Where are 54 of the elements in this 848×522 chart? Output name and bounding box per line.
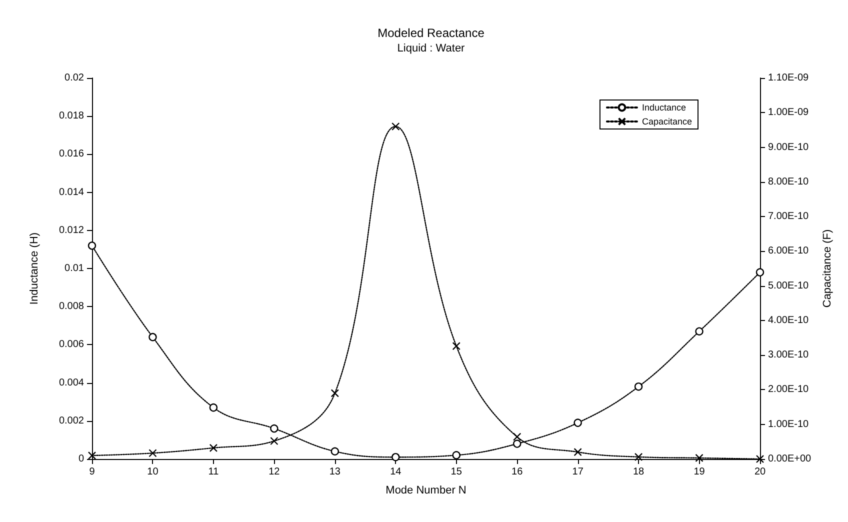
y-tick-label: 0.02	[64, 72, 84, 84]
chart-title: Modeled Reactance	[378, 26, 485, 40]
point	[270, 424, 278, 433]
point	[695, 327, 704, 336]
point	[330, 447, 340, 456]
x-tick-label: 11	[208, 466, 220, 478]
x-tick-label: 19	[694, 466, 706, 478]
y2-tick-label: 1.10E-09	[768, 72, 810, 84]
point	[88, 242, 96, 250]
y-tick-label: 0.012	[58, 224, 84, 236]
y2-tick-label: 8.00E-10	[768, 176, 810, 188]
y2-tick-label: 2.00E-10	[768, 384, 810, 396]
y2-tick-label: 7.00E-10	[768, 211, 810, 222]
x-tick-label: 13	[329, 466, 341, 478]
x-tick-label: 17	[572, 466, 584, 478]
y-tick-label: 0.004	[58, 377, 84, 388]
chart-subtitle: Liquid : Water	[397, 42, 466, 54]
point	[756, 268, 764, 276]
point	[148, 332, 157, 342]
y-axis-title: Inductance (H)	[28, 232, 40, 305]
y-tick-label: 0.006	[58, 339, 84, 350]
x-tick-label: 15	[450, 466, 462, 478]
y2-tick-label: 6.00E-10	[768, 246, 810, 257]
point	[452, 451, 460, 460]
y-tick-label: 0.008	[58, 301, 84, 312]
legend-label: Inductance	[642, 102, 686, 112]
y2-tick-label: 1.00E-09	[768, 107, 810, 118]
point	[634, 382, 643, 391]
y-tick-label: 0.016	[58, 148, 84, 160]
y2-tick-label: 1.00E-10	[768, 418, 810, 430]
point	[574, 418, 582, 427]
point	[392, 452, 400, 462]
y2-tick-label: 5.00E-10	[768, 280, 810, 292]
y2-tick-label: 4.00E-10	[768, 314, 810, 326]
x-tick-label: 9	[89, 466, 96, 478]
y2-tick-label: 0.00E+00	[768, 454, 812, 464]
legend-label: Capacitance	[642, 116, 692, 126]
y-tick-label: 0	[78, 454, 84, 464]
y2-tick-label: 3.00E-10	[768, 350, 810, 361]
x-axis-title: Mode Number N	[386, 484, 466, 496]
x-tick-label: 10	[147, 466, 159, 478]
x-tick-label: 20	[754, 466, 766, 478]
x-tick-label: 16	[512, 466, 524, 478]
x-tick-label: 12	[268, 466, 280, 478]
y2-tick-label: 9.00E-10	[768, 142, 810, 153]
y-tick-label: 0.01	[64, 263, 84, 274]
x-tick-label: 18	[632, 466, 645, 478]
y2-axis-title: Capacitance (F)	[822, 229, 834, 308]
point	[209, 403, 218, 412]
y-tick-label: 0.014	[58, 186, 84, 198]
point	[513, 440, 522, 448]
y-tick-label: 0.018	[58, 110, 84, 122]
x-tick-label: 14	[390, 466, 402, 478]
y-tick-label: 0.002	[58, 415, 84, 426]
